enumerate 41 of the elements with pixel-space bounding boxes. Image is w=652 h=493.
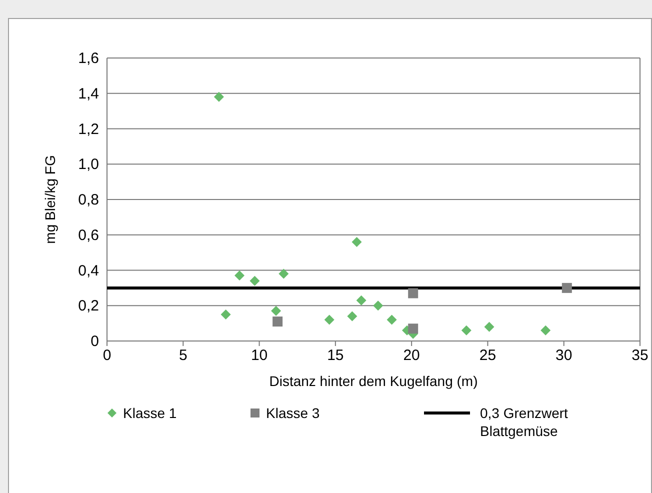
legend-label: Klasse 1 xyxy=(123,405,177,421)
y-tick-label: 1,2 xyxy=(78,120,99,138)
legend-label: 0,3 Grenzwert Blattgemüse xyxy=(480,405,568,439)
point xyxy=(352,236,362,247)
point xyxy=(250,276,260,286)
point xyxy=(540,325,551,336)
point xyxy=(356,295,366,306)
point xyxy=(220,309,231,320)
point xyxy=(278,268,289,279)
x-tick-label: 30 xyxy=(556,347,572,364)
x-tick-label: 5 xyxy=(178,347,188,364)
point xyxy=(562,282,572,293)
y-tick-label: 0,2 xyxy=(78,298,99,315)
x-tick-label: 15 xyxy=(327,347,344,364)
point xyxy=(214,92,224,102)
x-tick-label: 10 xyxy=(250,347,268,364)
y-tick-label: 0,4 xyxy=(78,262,99,280)
y-tick-label: 0 xyxy=(90,333,99,350)
x-tick-label: 20 xyxy=(403,347,420,364)
y-tick-label: 0,8 xyxy=(78,192,99,208)
point xyxy=(408,324,418,334)
y-axis-title: mg Blei/kg FG xyxy=(42,155,58,244)
y-tick-label: 1,6 xyxy=(78,50,99,67)
point xyxy=(484,322,494,332)
x-tick-label: 25 xyxy=(479,347,496,364)
legend-label: Klasse 3 xyxy=(266,405,320,421)
y-tick-label: 1,4 xyxy=(78,85,99,102)
point xyxy=(234,270,244,281)
y-tick-label: 1,0 xyxy=(78,156,99,174)
point xyxy=(324,314,334,325)
point xyxy=(461,325,472,336)
point xyxy=(272,316,283,327)
point xyxy=(373,300,384,311)
y-tick-label: 0,6 xyxy=(78,226,99,244)
x-tick-label: 35 xyxy=(632,347,648,364)
point xyxy=(347,311,358,322)
x-axis-title: Distanz hinter dem Kugelfang (m) xyxy=(269,373,478,389)
point xyxy=(386,314,397,325)
point xyxy=(408,288,418,298)
point xyxy=(271,306,282,316)
x-tick-label: 0 xyxy=(102,347,112,364)
